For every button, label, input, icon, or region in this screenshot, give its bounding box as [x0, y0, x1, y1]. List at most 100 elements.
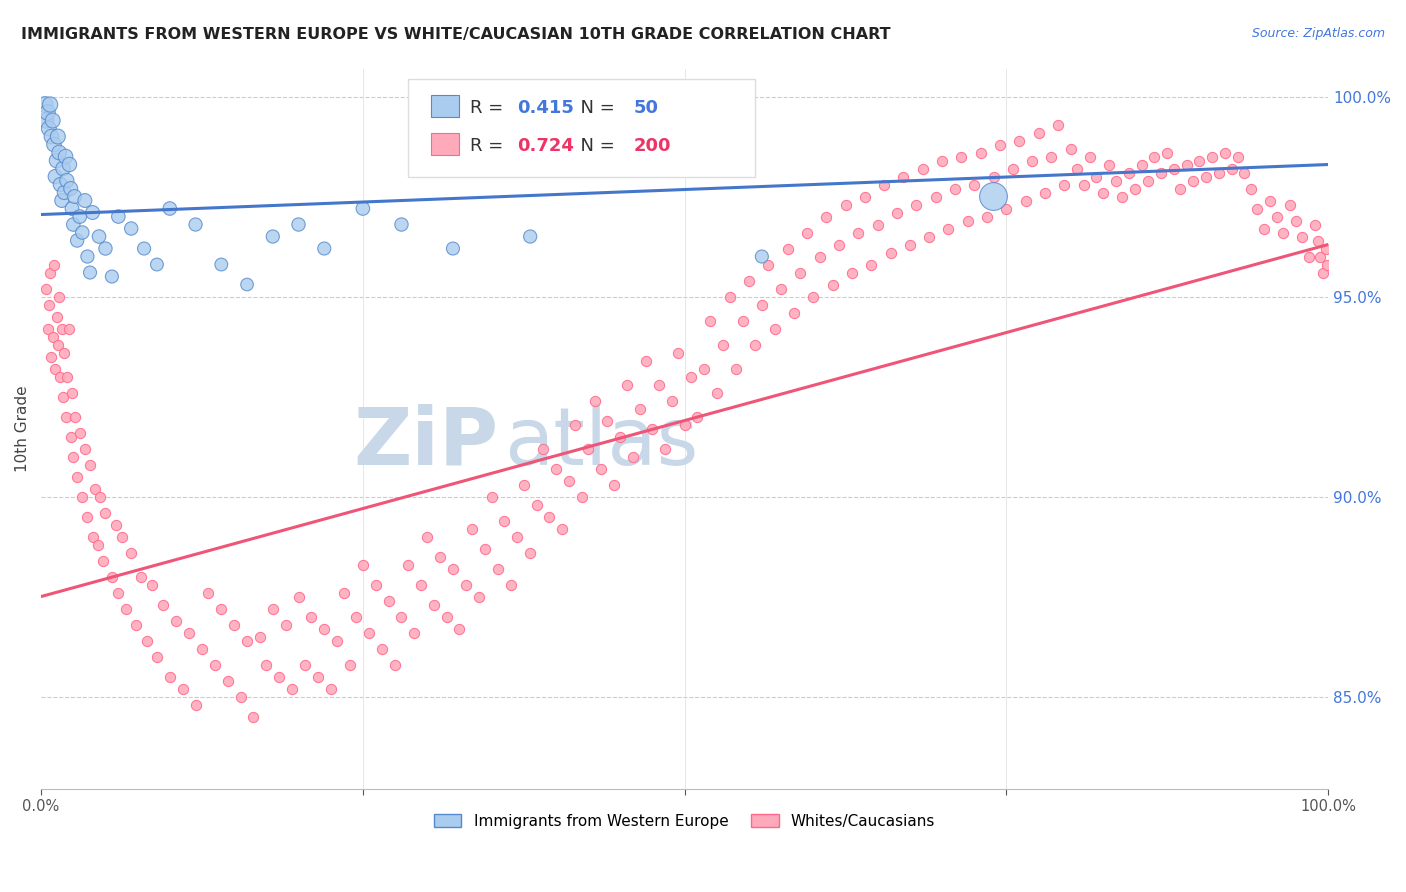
Point: [1073, 178, 1095, 192]
Point: [1163, 161, 1185, 176]
Point: [94, 506, 117, 520]
Point: [120, 221, 142, 235]
Point: [45, 310, 67, 324]
Point: [1053, 178, 1076, 192]
Point: [1028, 126, 1050, 140]
Point: [506, 529, 529, 543]
Point: [1040, 149, 1063, 163]
Point: [58, 157, 80, 171]
Point: [56, 173, 79, 187]
Point: [37, 321, 59, 335]
Point: [943, 181, 966, 195]
Point: [79, 458, 101, 472]
Point: [995, 202, 1018, 216]
Point: [165, 614, 187, 628]
Point: [111, 529, 134, 543]
Point: [531, 442, 554, 456]
Point: [898, 237, 921, 252]
Point: [60, 202, 83, 216]
Point: [841, 266, 863, 280]
Point: [1195, 169, 1218, 184]
Point: [1098, 157, 1121, 171]
Point: [59, 181, 82, 195]
Point: [603, 477, 626, 491]
Point: [107, 585, 129, 599]
Text: 50: 50: [633, 100, 658, 118]
Text: ZiP: ZiP: [353, 404, 498, 482]
Point: [384, 657, 406, 672]
Point: [848, 226, 870, 240]
Point: [391, 609, 413, 624]
Point: [576, 442, 599, 456]
Point: [789, 266, 811, 280]
Point: [1123, 181, 1146, 195]
Point: [339, 657, 361, 672]
Legend: Immigrants from Western Europe, Whites/Caucasians: Immigrants from Western Europe, Whites/C…: [427, 807, 942, 835]
Point: [58, 321, 80, 335]
Point: [159, 669, 181, 683]
Point: [1201, 149, 1223, 163]
Text: 0.724: 0.724: [517, 136, 574, 155]
Point: [217, 673, 239, 688]
Point: [1136, 173, 1159, 187]
Point: [770, 281, 793, 295]
Point: [461, 522, 484, 536]
Point: [46, 129, 69, 144]
Point: [441, 561, 464, 575]
Point: [1278, 197, 1301, 211]
Point: [146, 649, 169, 664]
FancyBboxPatch shape: [432, 95, 460, 117]
Point: [281, 681, 304, 696]
Point: [1111, 189, 1133, 203]
Point: [94, 242, 117, 256]
Point: [364, 577, 387, 591]
Point: [519, 229, 541, 244]
Point: [467, 590, 489, 604]
Point: [69, 425, 91, 440]
Point: [519, 545, 541, 559]
Point: [1143, 149, 1166, 163]
Point: [37, 105, 59, 120]
Point: [45, 153, 67, 168]
Point: [1291, 229, 1313, 244]
Point: [416, 529, 439, 543]
Point: [39, 266, 62, 280]
Point: [628, 401, 651, 416]
Point: [76, 250, 98, 264]
Point: [236, 277, 259, 292]
Point: [1233, 165, 1256, 179]
Point: [1156, 145, 1178, 160]
Point: [429, 549, 451, 564]
Point: [69, 210, 91, 224]
Point: [1213, 145, 1236, 160]
Point: [931, 153, 953, 168]
Point: [52, 390, 75, 404]
Point: [179, 625, 201, 640]
Point: [42, 137, 65, 152]
Point: [1085, 169, 1108, 184]
Point: [1015, 194, 1038, 208]
Point: [396, 558, 419, 572]
Point: [299, 609, 322, 624]
Point: [1315, 242, 1337, 256]
Point: [66, 469, 89, 483]
Point: [853, 189, 876, 203]
Point: [815, 210, 838, 224]
Point: [911, 161, 934, 176]
Point: [544, 461, 567, 475]
Point: [62, 450, 84, 464]
Point: [52, 161, 75, 176]
Point: [35, 281, 58, 295]
Point: [499, 577, 522, 591]
Point: [48, 289, 70, 303]
Point: [184, 698, 207, 712]
Point: [879, 245, 901, 260]
Point: [377, 593, 399, 607]
Text: atlas: atlas: [505, 404, 699, 482]
Point: [1182, 173, 1205, 187]
Point: [236, 633, 259, 648]
Point: [1316, 258, 1339, 272]
Point: [191, 641, 214, 656]
Point: [538, 509, 561, 524]
Point: [359, 625, 381, 640]
